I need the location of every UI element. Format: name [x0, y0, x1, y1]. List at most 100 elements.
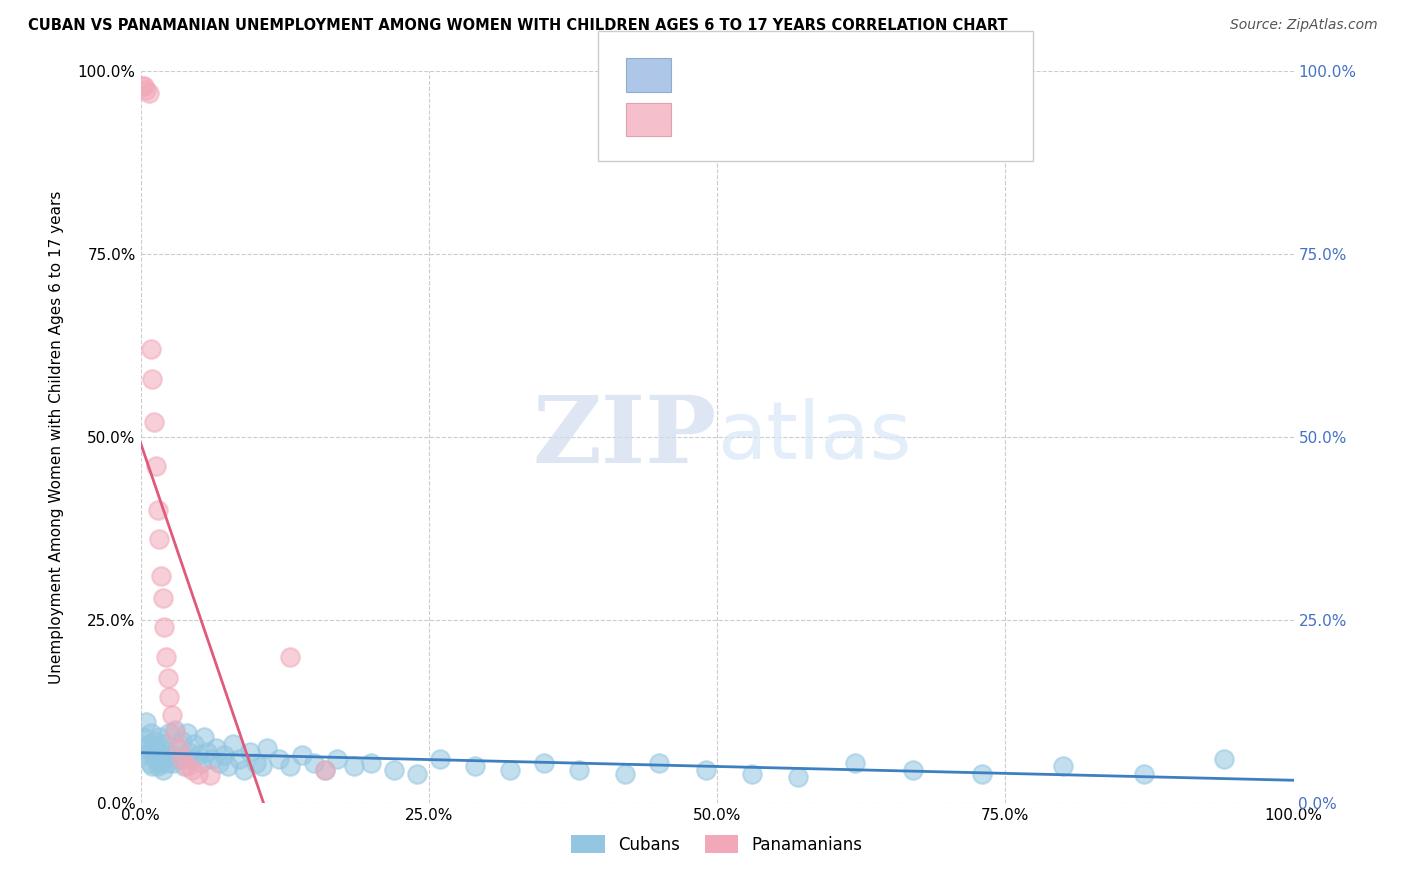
Point [533, 756, 555, 770]
Point [217, 759, 239, 773]
Text: R =: R = [685, 66, 724, 84]
Point [245, 756, 267, 770]
Point [208, 756, 231, 770]
Point [139, 343, 162, 357]
Point [132, 78, 155, 93]
Point [197, 745, 219, 759]
Point [152, 737, 174, 751]
Point [138, 87, 160, 101]
Point [135, 83, 157, 97]
Point [233, 763, 256, 777]
Point [568, 763, 591, 777]
Text: N =: N = [799, 111, 838, 128]
Point [152, 620, 174, 634]
Text: 26: 26 [832, 111, 855, 128]
Point [148, 533, 170, 547]
Point [136, 748, 159, 763]
Point [150, 569, 173, 583]
Point [314, 763, 336, 777]
Point [156, 756, 179, 770]
Point [1052, 759, 1074, 773]
Point [786, 770, 808, 784]
Point [901, 763, 924, 777]
Point [741, 766, 763, 780]
Point [146, 503, 169, 517]
Point [204, 740, 226, 755]
Point [280, 759, 302, 773]
Point [198, 768, 221, 782]
Point [267, 752, 290, 766]
Point [139, 756, 162, 770]
Point [1213, 752, 1236, 766]
Point [695, 763, 717, 777]
Point [165, 723, 187, 737]
Text: CUBAN VS PANAMANIAN UNEMPLOYMENT AMONG WOMEN WITH CHILDREN AGES 6 TO 17 YEARS CO: CUBAN VS PANAMANIAN UNEMPLOYMENT AMONG W… [28, 18, 1008, 33]
Point [464, 759, 486, 773]
Point [155, 745, 177, 759]
Point [176, 726, 198, 740]
Text: atlas: atlas [717, 398, 911, 476]
Point [155, 649, 177, 664]
Point [157, 672, 180, 686]
Point [1132, 766, 1154, 780]
Point [187, 748, 209, 763]
Point [132, 740, 155, 755]
Text: 0.653: 0.653 [720, 111, 772, 128]
Point [648, 756, 671, 770]
Point [173, 759, 195, 773]
Point [148, 730, 170, 744]
Point [239, 745, 262, 759]
Point [429, 752, 451, 766]
Point [132, 730, 155, 744]
Point [193, 730, 215, 744]
Point [406, 766, 429, 780]
Point [131, 78, 153, 93]
Point [141, 759, 163, 773]
Text: Source: ZipAtlas.com: Source: ZipAtlas.com [1230, 18, 1378, 32]
Point [291, 748, 314, 763]
Point [181, 763, 204, 777]
Point [172, 733, 194, 747]
Point [250, 759, 273, 773]
Point [152, 591, 174, 605]
Point [146, 759, 169, 773]
Point [256, 740, 278, 755]
Y-axis label: Unemployment Among Women with Children Ages 6 to 17 years: Unemployment Among Women with Children A… [49, 190, 63, 684]
Point [153, 752, 176, 766]
Text: ZIP: ZIP [533, 392, 717, 482]
Point [150, 756, 173, 770]
Point [360, 756, 382, 770]
Text: -0.214: -0.214 [720, 66, 778, 84]
Point [145, 752, 167, 766]
Point [166, 740, 188, 755]
Text: R =: R = [685, 111, 724, 128]
Point [159, 748, 181, 763]
Point [280, 649, 302, 664]
Point [169, 752, 191, 766]
Point [613, 766, 636, 780]
Point [228, 752, 250, 766]
Point [183, 737, 205, 751]
Point [498, 763, 520, 777]
Point [138, 737, 160, 751]
Point [176, 759, 198, 773]
Point [160, 708, 183, 723]
Point [159, 726, 180, 740]
Point [167, 740, 190, 755]
Point [222, 737, 245, 751]
Point [844, 756, 866, 770]
Point [141, 371, 163, 385]
Point [149, 748, 172, 763]
Legend: Cubans, Panamanians: Cubans, Panamanians [565, 829, 869, 860]
Text: N =: N = [799, 66, 838, 84]
Point [162, 756, 184, 770]
Point [143, 733, 166, 747]
Point [212, 748, 235, 763]
Point [141, 745, 163, 759]
Point [177, 745, 200, 759]
Point [139, 726, 162, 740]
Point [382, 763, 405, 777]
Point [145, 740, 167, 755]
Point [159, 690, 180, 704]
Point [325, 752, 347, 766]
